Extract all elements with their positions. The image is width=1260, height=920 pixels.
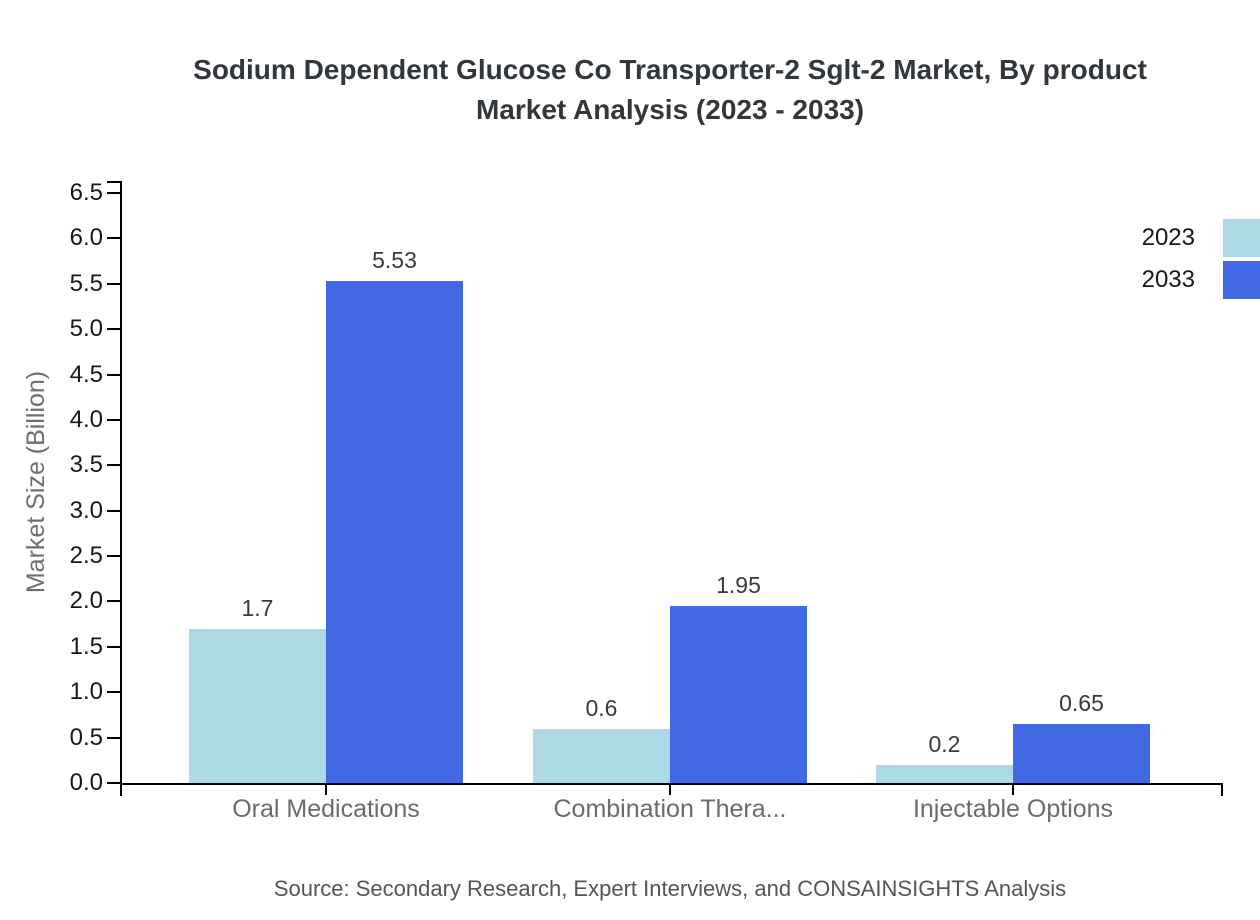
y-tick — [107, 555, 120, 558]
source-attribution: Source: Secondary Research, Expert Inter… — [273, 876, 1067, 901]
bar-2033-oral-medications — [326, 281, 463, 783]
bar-value-label: 0.2 — [928, 730, 961, 757]
y-tick-label: 3.5 — [69, 451, 103, 479]
x-category-label: Oral Medications — [232, 795, 420, 823]
y-tick — [107, 237, 120, 240]
y-tick-label: 3.0 — [69, 496, 103, 524]
y-tick — [107, 192, 120, 194]
y-axis-line — [120, 181, 122, 785]
x-axis-end-cap — [1221, 783, 1223, 796]
y-tick-label: 4.0 — [69, 405, 103, 433]
y-tick — [107, 373, 120, 376]
y-tick-label: 2.5 — [69, 542, 103, 570]
y-tick-label: 1.5 — [69, 632, 103, 660]
y-tick-label: 6.5 — [69, 179, 103, 206]
bar-value-label: 1.95 — [716, 572, 761, 598]
chart-title: Sodium Dependent Glucose Co Transporter-… — [80, 50, 1260, 130]
y-tick-label: 6.0 — [69, 224, 103, 252]
y-axis-top-cap — [107, 181, 122, 183]
x-tick — [669, 783, 671, 795]
y-tick-label: 2.0 — [69, 587, 103, 615]
x-category-label: Injectable Options — [912, 795, 1114, 823]
x-tick — [325, 783, 327, 795]
y-tick-label: 0.5 — [69, 723, 103, 751]
bar-value-label: 0.6 — [585, 694, 618, 721]
y-tick-label: 5.0 — [69, 315, 103, 343]
x-axis-start-cap — [120, 783, 122, 796]
chart-title-line-2: Market Analysis (2023 - 2033) — [475, 94, 865, 125]
y-tick — [107, 418, 120, 421]
bar-value-label: 5.53 — [372, 247, 417, 274]
y-tick — [107, 736, 120, 739]
y-tick-label: 4.5 — [69, 360, 103, 388]
bar-2023-injectable-options — [876, 764, 1013, 783]
x-axis-line — [120, 783, 1223, 785]
y-tick — [107, 328, 120, 331]
y-tick-label: 1.0 — [69, 678, 103, 706]
bar-value-label: 1.7 — [241, 594, 274, 621]
bar-2023-oral-medications — [189, 628, 326, 783]
chart-title-line-1: Sodium Dependent Glucose Co Transporter-… — [193, 54, 1147, 85]
y-tick — [107, 509, 120, 512]
bar-2023-combination-thera- — [533, 728, 670, 783]
y-tick — [107, 464, 120, 467]
y-tick — [107, 282, 120, 285]
y-tick-label: 0.0 — [69, 769, 103, 796]
y-tick — [107, 782, 120, 784]
bar-2033-combination-thera- — [670, 606, 807, 783]
y-tick-label: 5.5 — [69, 269, 103, 297]
y-tick — [107, 600, 120, 603]
x-tick — [1012, 783, 1014, 795]
bar-2033-injectable-options — [1013, 724, 1150, 783]
x-category-label: Combination Thera... — [553, 795, 787, 823]
y-tick — [107, 645, 120, 648]
y-tick — [107, 691, 120, 694]
bar-value-label: 0.65 — [1059, 690, 1104, 716]
